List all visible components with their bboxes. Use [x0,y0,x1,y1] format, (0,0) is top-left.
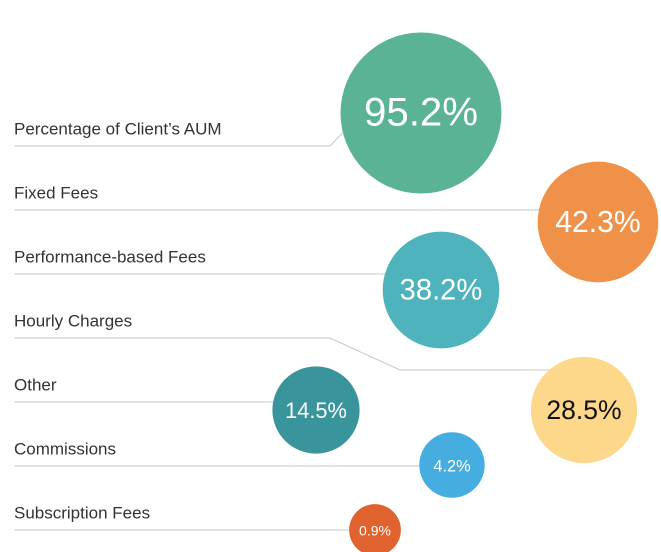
category-label: Hourly Charges [14,311,132,330]
bubble [419,432,485,498]
value-label: 42.3% [555,206,641,239]
category-label: Fixed Fees [14,183,98,202]
category-label: Percentage of Client’s AUM [14,119,222,138]
category-label: Subscription Fees [14,503,150,522]
category-label: Performance-based Fees [14,247,206,266]
bubble [272,366,360,454]
value-label: 28.5% [546,395,621,425]
value-label: 14.5% [285,398,347,423]
leader-line [14,337,584,371]
value-label: 0.9% [359,523,391,539]
value-label: 38.2% [400,275,483,307]
value-label: 95.2% [364,90,478,135]
category-label: Other [14,375,57,394]
bubble [349,504,401,552]
bubble [382,231,500,349]
value-label: 4.2% [433,457,470,475]
category-label: Commissions [14,439,116,458]
bubble [537,161,659,283]
bubble [530,356,638,464]
bubble [340,32,502,194]
